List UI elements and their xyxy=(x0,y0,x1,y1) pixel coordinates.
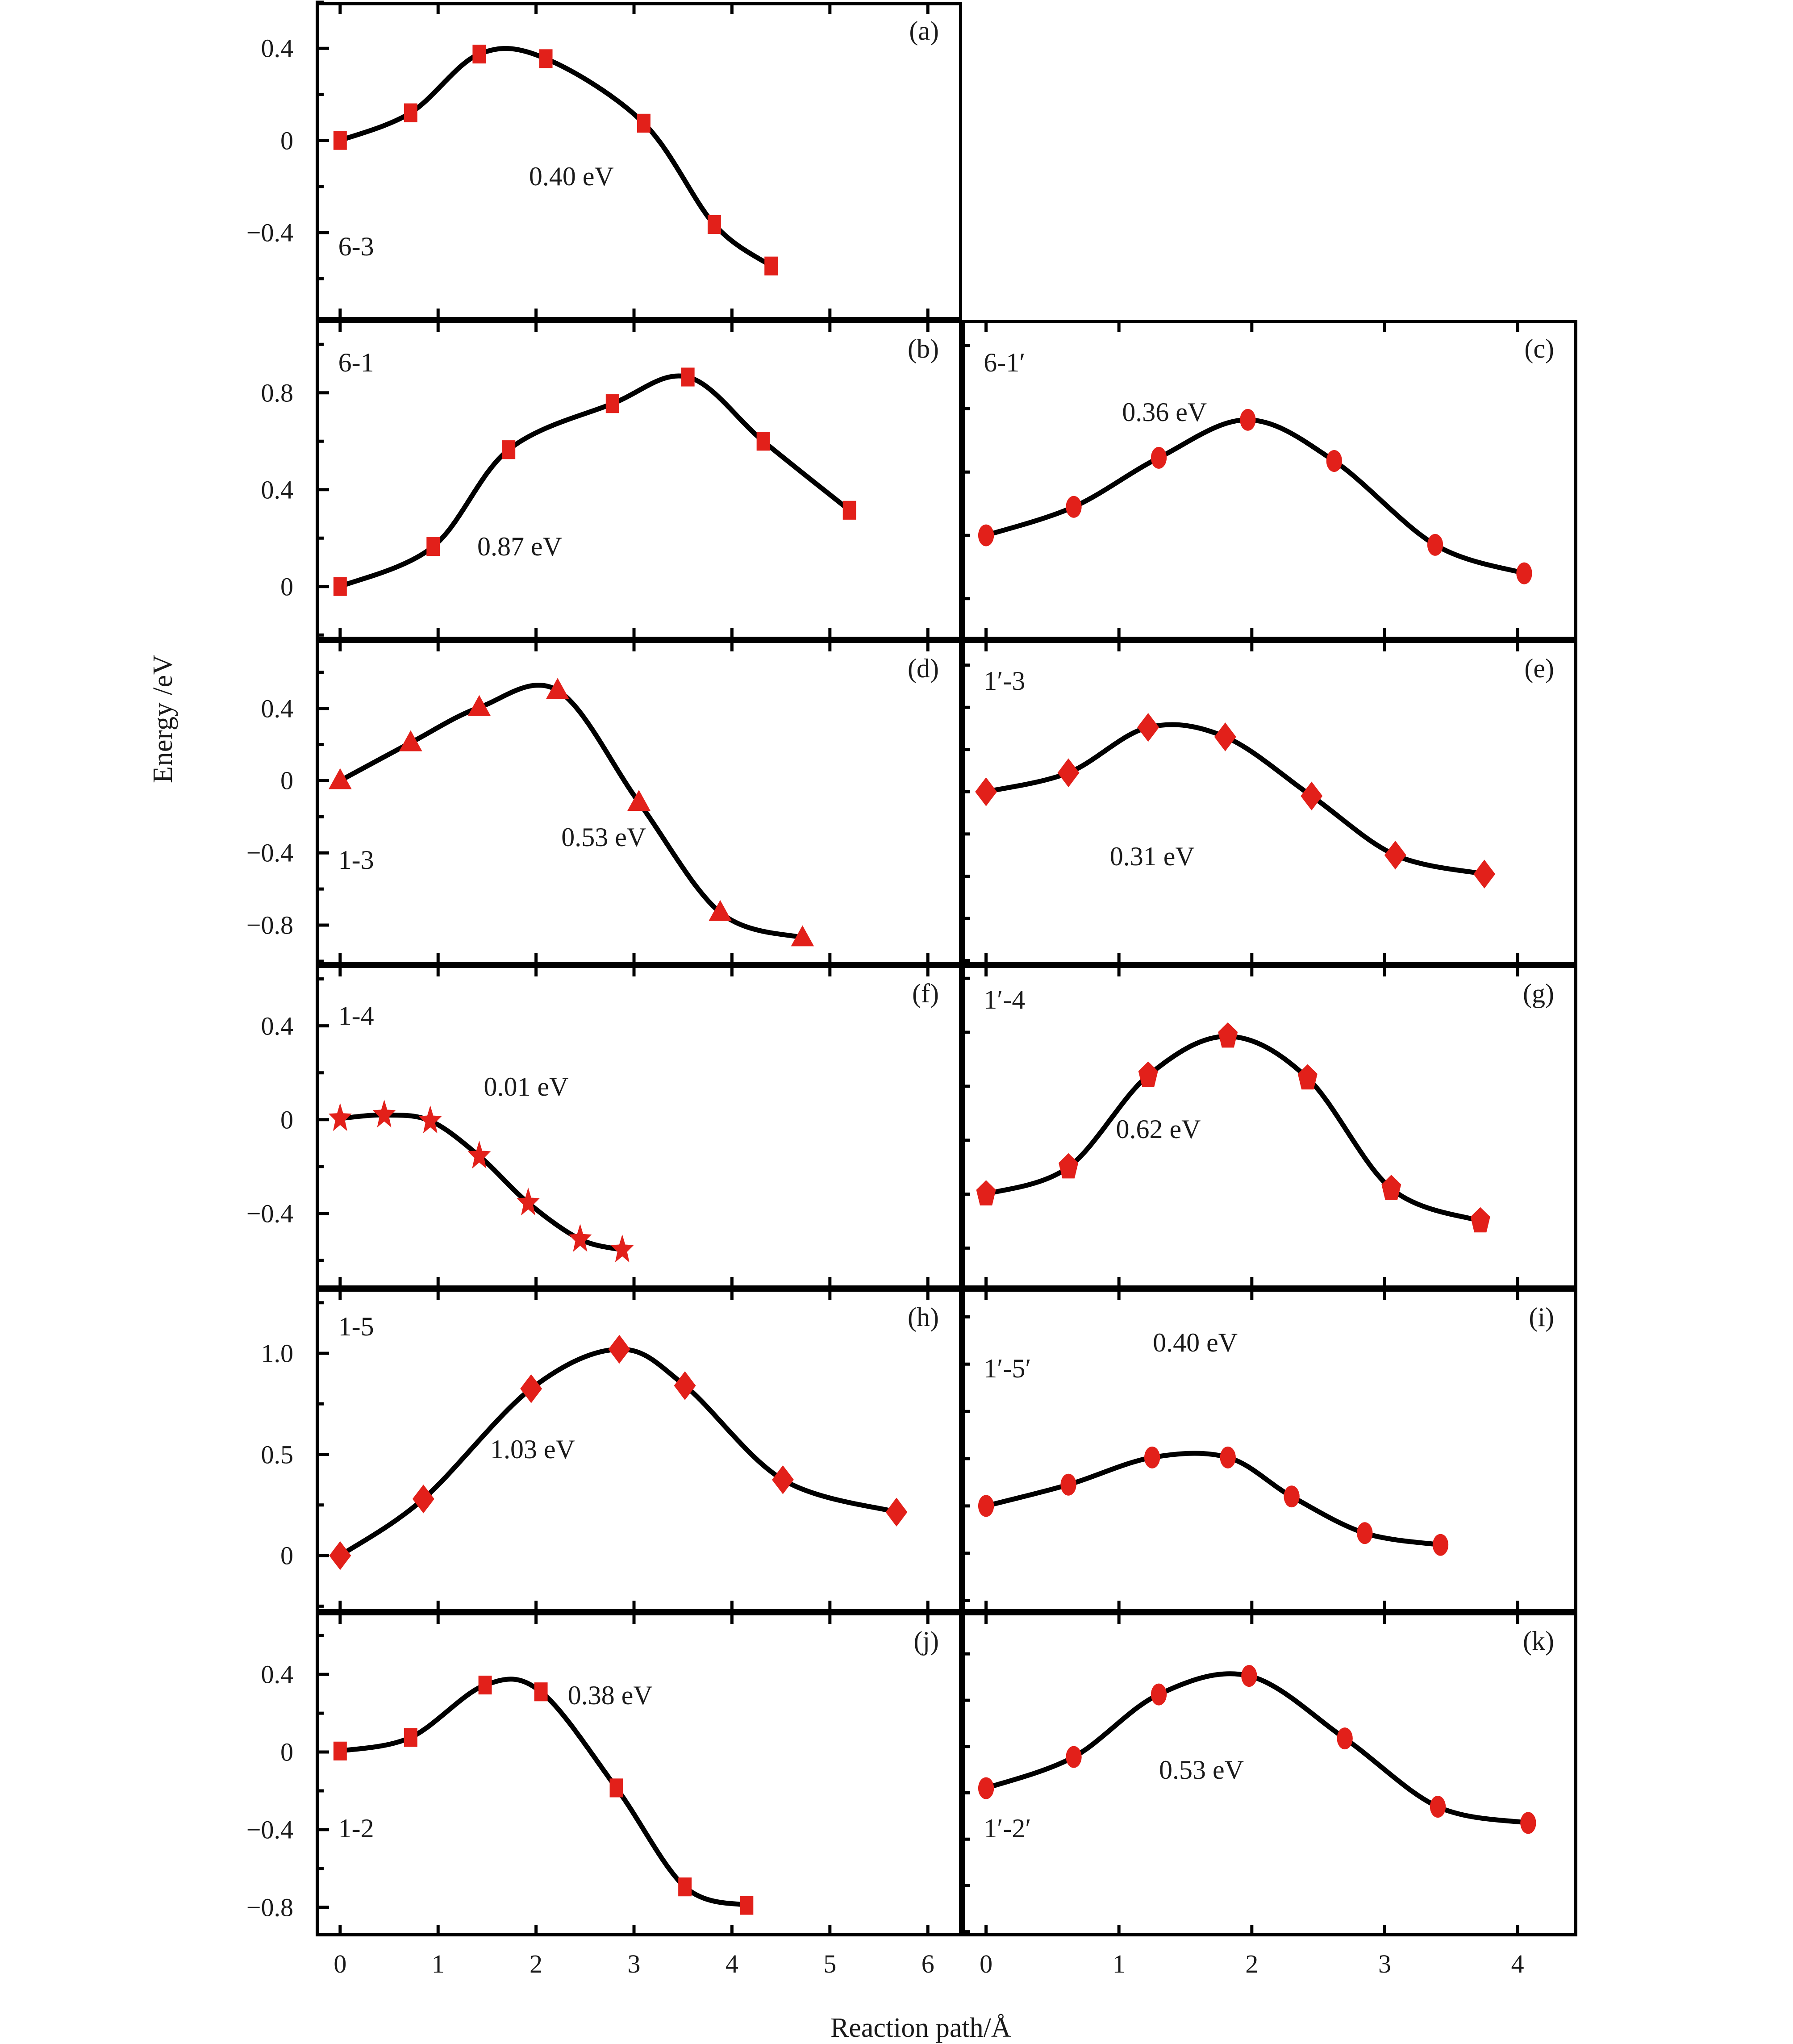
barrier-energy-label: 0.53 eV xyxy=(1159,1755,1244,1785)
x-axis-label: Reaction path/Å xyxy=(830,2013,1011,2043)
panel-id-label: (f) xyxy=(912,979,939,1008)
y-tick-label: 0 xyxy=(280,1105,293,1135)
barrier-energy-label: 1.03 eV xyxy=(490,1435,575,1464)
y-tick-label: 0 xyxy=(280,1541,293,1570)
y-tick-label: 0 xyxy=(280,766,293,795)
x-tick-label: 2 xyxy=(530,1949,543,1978)
panel-id-label: (k) xyxy=(1523,1626,1554,1656)
reaction-label: 1-5 xyxy=(338,1311,374,1341)
y-tick-label: 0.8 xyxy=(261,378,294,408)
y-tick-label: −0.4 xyxy=(246,1815,293,1844)
barrier-energy-label: 0.87 eV xyxy=(477,531,562,561)
barrier-energy-label: 0.01 eV xyxy=(484,1072,569,1102)
panel-id-label: (j) xyxy=(913,1626,939,1656)
curve-plot xyxy=(962,320,1532,640)
y-tick-label: 0.4 xyxy=(261,694,294,723)
y-tick-label: −0.4 xyxy=(246,218,293,247)
barrier-energy-label: 0.31 eV xyxy=(1109,842,1195,872)
panel-frame xyxy=(316,2,962,320)
curve-plot xyxy=(316,320,930,640)
curve-plot xyxy=(962,1612,1536,1936)
panel-frame xyxy=(962,1289,1577,1612)
reaction-label: 1-3 xyxy=(338,845,374,875)
x-tick-label: 4 xyxy=(1511,1949,1524,1978)
y-tick-label: 0.5 xyxy=(261,1440,294,1469)
panel-id-label: (g) xyxy=(1523,979,1554,1008)
y-tick-label: 0.4 xyxy=(261,1660,294,1689)
curve-plot xyxy=(316,965,930,1289)
curve-plot xyxy=(962,640,1519,965)
panel-frame xyxy=(962,965,1577,1289)
x-tick-label: 3 xyxy=(1378,1949,1391,1978)
y-tick-label: −0.8 xyxy=(246,910,293,940)
panel-frame xyxy=(316,1289,962,1612)
chart-panel-e: (e) 1′-3 0.31 eV xyxy=(962,640,1577,965)
reaction-label: 1′-5′ xyxy=(984,1354,1031,1383)
reaction-label: 1′-3 xyxy=(984,666,1026,696)
reaction-label: 1′-4 xyxy=(984,984,1026,1014)
panel-frame xyxy=(316,320,962,640)
chart-panel-j: (j) 1-2 0.38 eV xyxy=(316,1612,962,1936)
chart-panel-g: (g) 1′-4 0.62 eV xyxy=(962,965,1577,1289)
chart-panel-h: (h) 1-5 1.03 eV xyxy=(316,1289,962,1612)
barrier-energy-label: 0.53 eV xyxy=(561,822,646,852)
x-tick-label: 0 xyxy=(334,1949,347,1978)
reaction-label: 1-2 xyxy=(338,1814,374,1844)
curve-plot xyxy=(316,640,930,965)
panel-id-label: (h) xyxy=(908,1302,939,1332)
y-tick-label: 0 xyxy=(280,1737,293,1767)
panel-id-label: (d) xyxy=(908,654,939,683)
chart-panel-k: (k) 1′-2′ 0.53 eV xyxy=(962,1612,1577,1936)
panel-id-label: (b) xyxy=(908,334,939,363)
barrier-energy-label: 0.62 eV xyxy=(1116,1114,1201,1144)
chart-panel-i: (i) 1′-5′ 0.40 eV xyxy=(962,1289,1577,1612)
curve-plot xyxy=(316,1612,930,1936)
y-tick-label: 1.0 xyxy=(261,1339,294,1368)
panel-id-label: (c) xyxy=(1524,334,1554,363)
x-tick-label: 6 xyxy=(921,1949,934,1978)
chart-panel-a: (a) 6-3 0.40 eV xyxy=(316,0,962,320)
barrier-energy-label: 0.38 eV xyxy=(567,1681,653,1710)
y-tick-label: 0.4 xyxy=(261,1011,294,1041)
curve-plot xyxy=(316,1289,930,1612)
panel-frame xyxy=(962,320,1577,640)
panel-frame xyxy=(962,1612,1577,1936)
panel-frame xyxy=(316,965,962,1289)
panel-id-label: (i) xyxy=(1529,1302,1554,1332)
y-tick-label: 0 xyxy=(280,126,293,155)
curve-plot xyxy=(316,0,930,320)
y-tick-label: −0.8 xyxy=(246,1893,293,1922)
panel-frame xyxy=(962,640,1577,965)
x-tick-label: 1 xyxy=(1112,1949,1126,1978)
chart-panel-b: (b) 6-1 0.87 eV xyxy=(316,320,962,640)
y-tick-label: 0 xyxy=(280,572,293,601)
panel-frame xyxy=(316,1612,962,1936)
y-tick-label: −0.4 xyxy=(246,1199,293,1228)
barrier-energy-label: 0.40 eV xyxy=(1153,1328,1238,1357)
x-tick-label: 5 xyxy=(823,1949,837,1978)
barrier-energy-label: 0.36 eV xyxy=(1122,397,1207,427)
panel-id-label: (e) xyxy=(1524,654,1554,683)
reaction-label: 1-4 xyxy=(338,1001,374,1030)
chart-panel-c: (c) 6-1′ 0.36 eV xyxy=(962,320,1577,640)
x-tick-label: 0 xyxy=(980,1949,993,1978)
curve-plot xyxy=(962,1289,1519,1612)
chart-panel-d: (d) 1-3 0.53 eV xyxy=(316,640,962,965)
y-tick-label: 0.4 xyxy=(261,33,294,63)
curve-plot xyxy=(962,965,1519,1289)
x-tick-label: 4 xyxy=(725,1949,738,1978)
barrier-energy-label: 0.40 eV xyxy=(529,162,614,191)
y-tick-label: −0.4 xyxy=(246,838,293,868)
reaction-label: 6-1 xyxy=(338,347,374,377)
reaction-label: 6-3 xyxy=(338,231,374,261)
x-tick-label: 1 xyxy=(431,1949,445,1978)
x-tick-label: 3 xyxy=(627,1949,641,1978)
reaction-label: 6-1′ xyxy=(984,347,1026,377)
reaction-label: 1′-2′ xyxy=(984,1814,1031,1844)
x-tick-label: 2 xyxy=(1245,1949,1259,1978)
panel-id-label: (a) xyxy=(909,16,939,46)
chart-panel-f: (f) 1-4 0.01 eV xyxy=(316,965,962,1289)
y-tick-label: 0.4 xyxy=(261,475,294,505)
